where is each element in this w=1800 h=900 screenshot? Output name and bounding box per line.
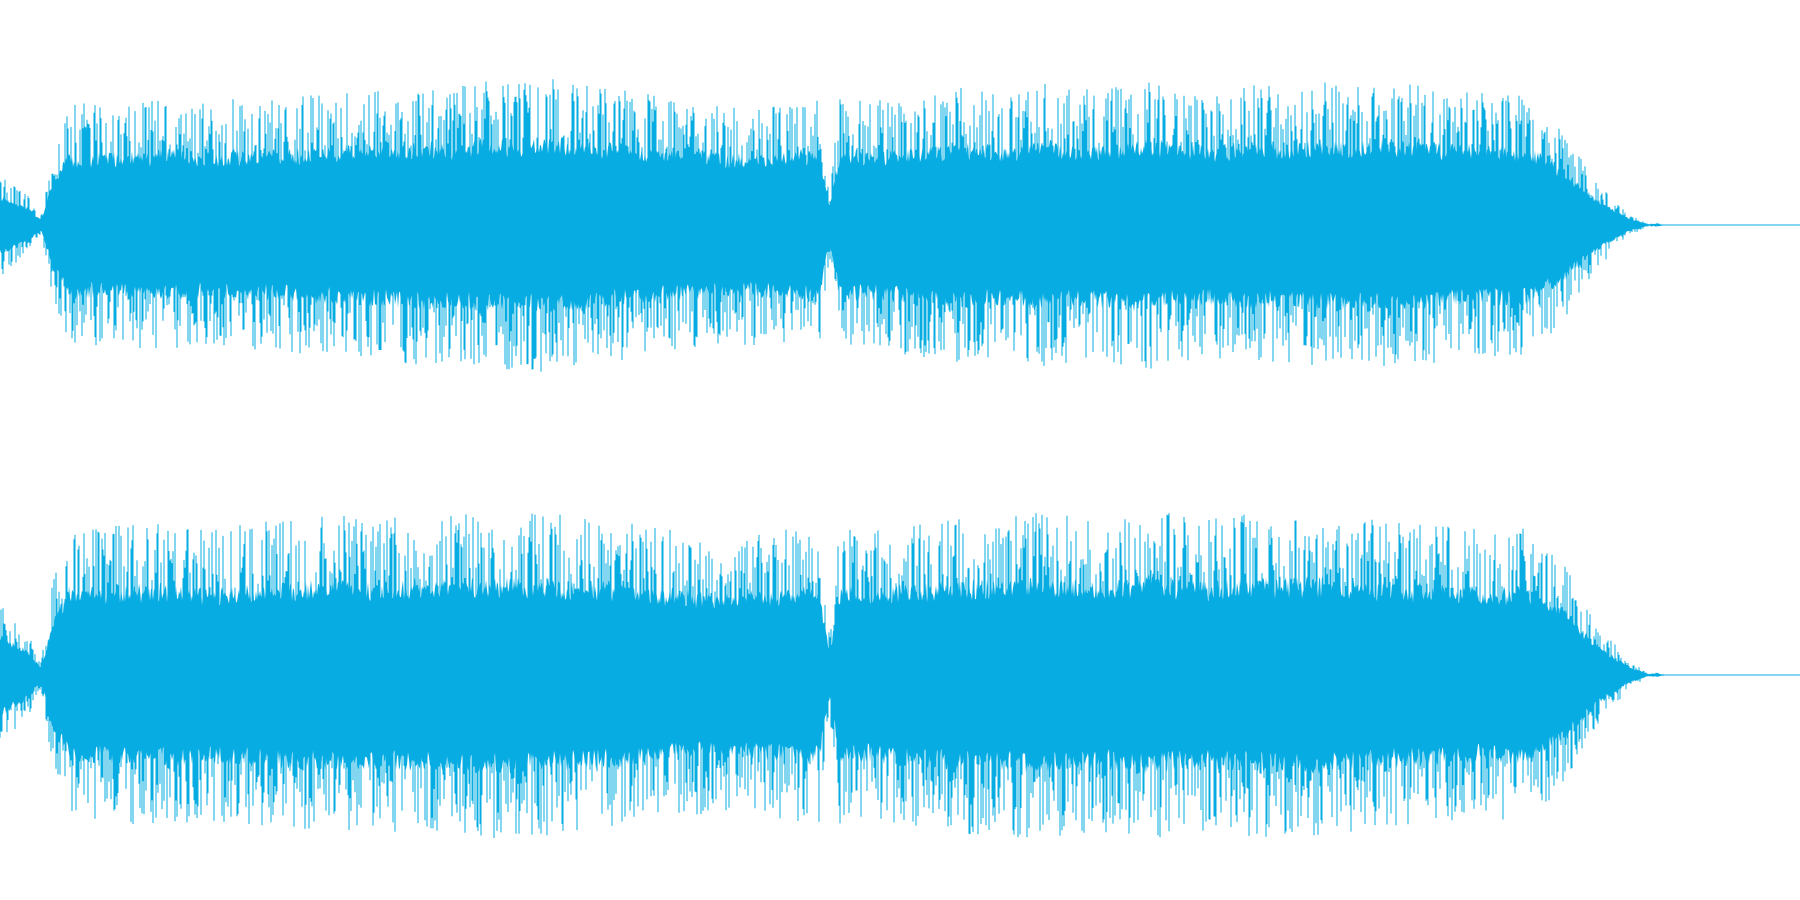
waveform-left-svg: [0, 79, 1800, 372]
waveform-channel-right: [0, 450, 1800, 900]
waveform-channel-left: [0, 79, 1800, 372]
waveform-spikes: [0, 79, 1666, 372]
waveform-spikes: [0, 513, 1666, 838]
waveform-right-svg: [0, 513, 1800, 838]
